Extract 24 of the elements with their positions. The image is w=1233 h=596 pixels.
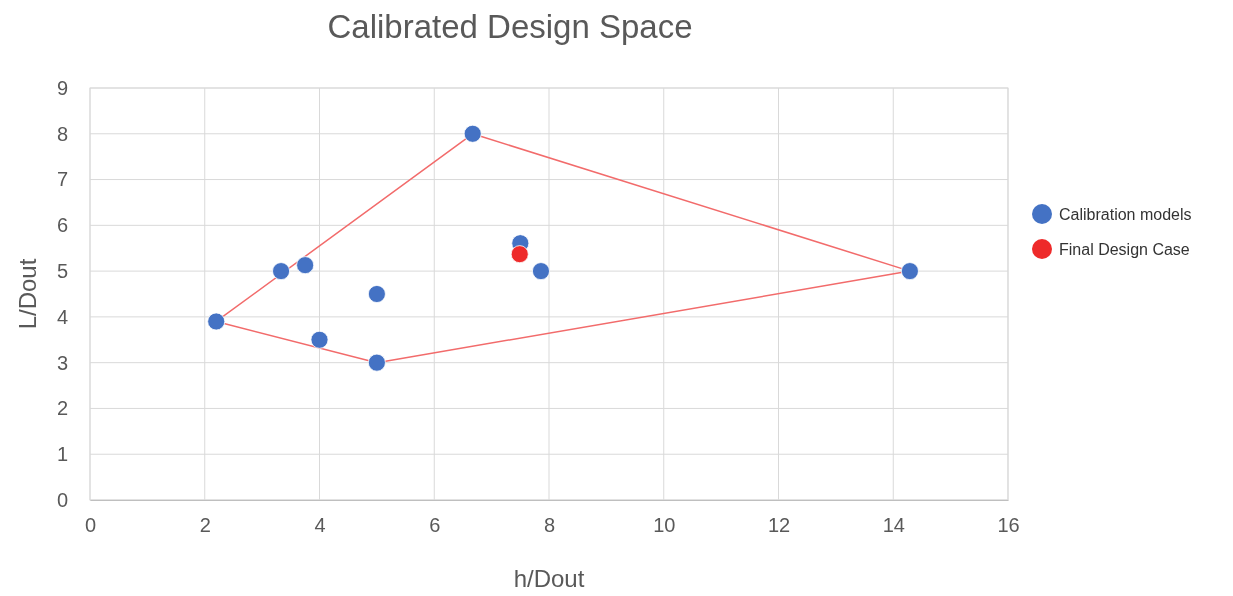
y-tick-label: 9 <box>56 76 68 99</box>
y-tick-label: 2 <box>56 397 68 420</box>
y-tick-label: 0 <box>56 488 68 511</box>
legend-label: Calibration models <box>1059 206 1192 223</box>
y-tick-label: 7 <box>56 168 68 191</box>
x-tick-label: 2 <box>199 514 211 537</box>
y-tick-label: 3 <box>56 351 68 374</box>
x-tick-label: 0 <box>84 514 97 537</box>
y-tick-label: 8 <box>56 122 68 145</box>
y-axis-title: L/Dout <box>14 258 41 330</box>
x-tick-label: 10 <box>653 514 676 537</box>
x-tick-label: 4 <box>314 514 326 537</box>
x-tick-label: 6 <box>429 514 441 537</box>
y-tick-label: 6 <box>56 214 68 237</box>
x-tick-label: 16 <box>997 514 1020 537</box>
x-tick-label: 8 <box>543 514 556 537</box>
x-axis-title: h/Dout <box>513 565 585 592</box>
y-tick-label: 1 <box>56 443 68 466</box>
y-tick-label: 4 <box>56 305 68 328</box>
x-tick-label: 14 <box>882 514 905 537</box>
x-tick-label: 12 <box>767 514 791 537</box>
y-tick-label: 5 <box>56 260 68 283</box>
legend-label: Final Design Case <box>1059 241 1190 258</box>
chart-title: Calibrated Design Space <box>327 8 693 45</box>
